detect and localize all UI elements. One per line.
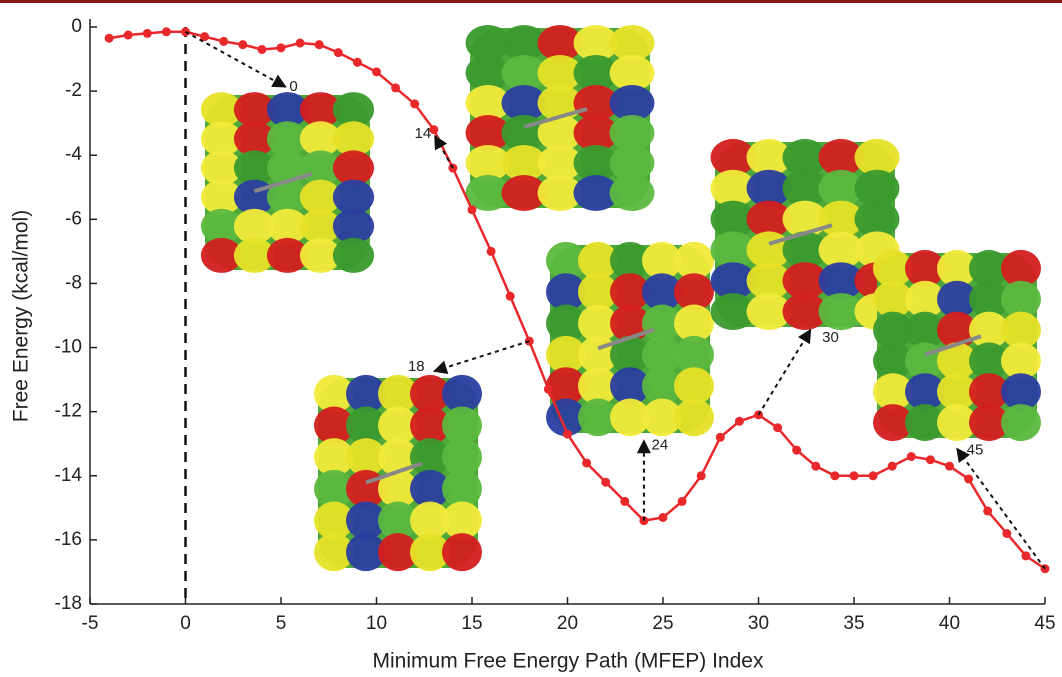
molecule-image	[711, 139, 900, 330]
molecule-image	[873, 250, 1041, 441]
x-tick-label: 25	[652, 613, 673, 634]
data-point	[811, 462, 820, 471]
x-tick-label: 35	[843, 613, 864, 634]
annotation-arrow	[957, 449, 1045, 569]
annotation-arrow	[759, 330, 811, 415]
data-point	[468, 205, 477, 214]
annotation-label: 24	[652, 437, 669, 454]
data-point	[964, 474, 973, 483]
data-point	[850, 471, 859, 480]
data-point	[716, 433, 725, 442]
data-point	[372, 67, 381, 76]
data-point	[277, 43, 286, 52]
data-point	[869, 471, 878, 480]
x-tick-label: 5	[276, 613, 287, 634]
y-tick-label: -14	[55, 465, 83, 486]
y-tick-label: -16	[55, 529, 82, 550]
x-axis-label: Minimum Free Energy Path (MFEP) Index	[373, 650, 764, 673]
molecule-image	[546, 242, 714, 436]
data-point	[601, 478, 610, 487]
annotation-label: 30	[822, 329, 839, 346]
data-point	[162, 27, 171, 36]
data-point	[1002, 529, 1011, 538]
x-tick-label: 40	[939, 613, 960, 634]
y-axis-label: Free Energy (kcal/mol)	[10, 210, 33, 422]
y-tick-label: -4	[65, 144, 82, 165]
data-point	[907, 452, 916, 461]
data-point	[678, 497, 687, 506]
annotation-arrow	[434, 341, 529, 371]
data-point	[888, 462, 897, 471]
data-point	[487, 247, 496, 256]
data-point	[735, 417, 744, 426]
y-tick-label: -8	[65, 272, 82, 293]
data-point	[563, 430, 572, 439]
molecule-image	[466, 25, 655, 211]
data-point	[926, 455, 935, 464]
annotation-arrow	[186, 32, 286, 87]
data-point	[659, 513, 668, 522]
molecule-blob	[610, 175, 655, 211]
x-tick-label: 30	[748, 613, 769, 634]
data-point	[334, 48, 343, 57]
data-point	[697, 471, 706, 480]
y-tick-label: -18	[55, 593, 82, 614]
y-tick-label: -6	[65, 208, 82, 229]
data-point	[773, 423, 782, 432]
y-tick-label: 0	[71, 16, 82, 37]
data-point	[391, 83, 400, 92]
annotation-label: 45	[967, 442, 984, 459]
molecule-blob	[333, 238, 374, 273]
x-tick-label: 20	[557, 613, 578, 634]
data-point	[983, 507, 992, 516]
data-point	[792, 446, 801, 455]
molecule-blob	[442, 533, 482, 571]
y-tick-label: -10	[55, 337, 82, 358]
molecule-blob	[674, 399, 714, 437]
y-tick-label: -12	[55, 401, 82, 422]
data-point	[105, 34, 114, 43]
data-point	[582, 458, 591, 467]
molecule-blob	[1001, 404, 1041, 441]
data-point	[620, 497, 629, 506]
x-tick-label: -5	[82, 613, 99, 634]
data-point	[506, 292, 515, 301]
annotation-label: 18	[408, 358, 425, 375]
data-point	[219, 37, 228, 46]
data-point	[257, 45, 266, 54]
data-point	[143, 29, 152, 38]
data-point	[410, 99, 419, 108]
data-point	[238, 40, 247, 49]
annotation-label: 14	[415, 125, 432, 142]
x-tick-label: 15	[461, 613, 482, 634]
molecule-images	[201, 25, 1041, 571]
annotation-label: 0	[289, 78, 297, 95]
x-tick-label: 45	[1034, 613, 1055, 634]
molecule-image	[201, 92, 374, 273]
data-point	[544, 385, 553, 394]
top-bar	[0, 0, 1062, 3]
x-tick-label: 0	[180, 613, 191, 634]
y-tick-label: -2	[65, 80, 82, 101]
molecule-image	[314, 375, 482, 571]
data-point	[1021, 551, 1030, 560]
data-point	[124, 31, 133, 40]
data-point	[830, 471, 839, 480]
chart: Free Energy (kcal/mol) Minimum Free Ener…	[0, 0, 1062, 677]
data-point	[315, 40, 324, 49]
data-point	[353, 58, 362, 67]
data-point	[945, 462, 954, 471]
data-point	[296, 39, 305, 48]
x-tick-label: 10	[366, 613, 387, 634]
